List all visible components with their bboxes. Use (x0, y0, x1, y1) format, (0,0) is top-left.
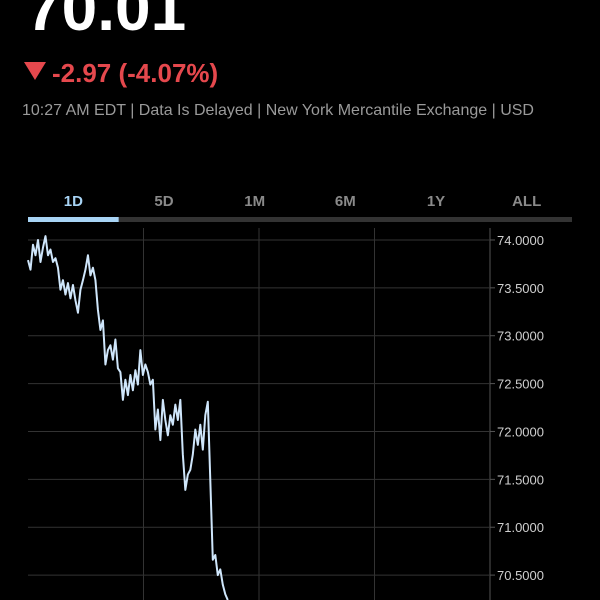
tab[interactable]: 1M (244, 193, 265, 210)
down-arrow (24, 62, 46, 80)
y-tick-label: 70.5000 (497, 568, 544, 583)
y-tick-label: 72.5000 (497, 377, 544, 392)
change: -2.97 (-4.07%) (52, 58, 218, 88)
y-tick-label: 73.0000 (497, 329, 544, 344)
tab[interactable]: 1D (64, 193, 83, 210)
tab[interactable]: 1Y (427, 193, 445, 210)
tab-indicator (28, 217, 119, 222)
tab-track (28, 217, 572, 222)
tab[interactable]: 5D (154, 193, 173, 210)
y-tick-label: 71.0000 (497, 520, 544, 535)
y-tick-label: 73.5000 (497, 281, 544, 296)
price-line (27, 235, 229, 600)
info-line: 10:27 AM EDT | Data Is Delayed | New Yor… (22, 102, 534, 119)
chart: 74.0000 73.5000 73.0000 72.5000 72.0000 71.50… (27, 228, 544, 600)
y-tick-label: 71.5000 (497, 472, 544, 487)
tab[interactable]: 6M (335, 193, 356, 210)
tab[interactable]: ALL (512, 193, 541, 210)
y-tick-label: 74.0000 (497, 233, 544, 248)
y-tick-label: 72.0000 (497, 424, 544, 439)
tabs: 1D 5D 1M 6M 1Y ALL (28, 193, 541, 222)
price: 70.01 (26, 0, 186, 44)
